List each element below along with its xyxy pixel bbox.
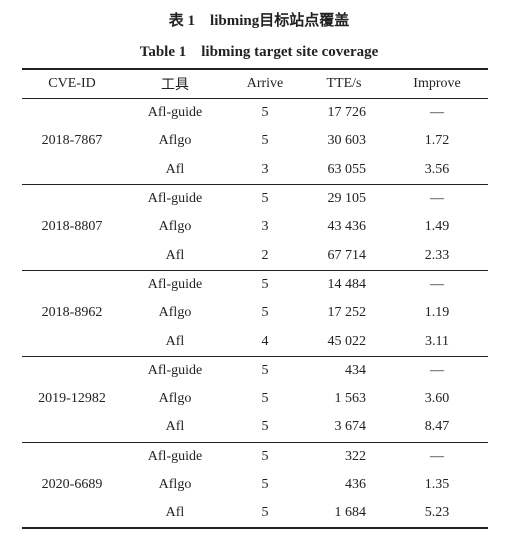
cell: 63 055 <box>327 161 367 177</box>
cve-cell: 2019-12982 <box>22 355 122 443</box>
cell: — <box>430 105 444 121</box>
cell: Aflgo <box>158 133 192 149</box>
cell: 17 726 <box>327 105 367 121</box>
cell: 17 252 <box>327 305 367 321</box>
row-group: 2018-8962 Afl-guide 5 14 484— Aflgo 5 17 252 1.… <box>22 269 488 357</box>
table: CVE-ID 工具 Arrive TTE/s Improve 2018-7867 Afl-… <box>22 68 488 530</box>
row: Afl 5 3 674 8.47 <box>22 413 488 442</box>
cell: Afl-guide <box>122 355 228 385</box>
header-cell: CVE-ID <box>22 68 122 99</box>
cell: 29 105 <box>302 183 386 214</box>
row: Aflgo 5 1 563 3.60 <box>22 385 488 413</box>
header-cell: Improve <box>386 68 488 99</box>
cell: 30 603 <box>327 133 367 149</box>
cell: 3 <box>261 161 269 177</box>
cell: 14 484 <box>302 269 386 300</box>
cell: 5 <box>261 477 269 492</box>
header-cell: Arrive <box>228 68 302 99</box>
cell: 1.35 <box>424 477 450 492</box>
cve-cell: 2018-8807 <box>22 183 122 271</box>
cell: — <box>386 269 488 300</box>
cell: 436 <box>345 477 366 492</box>
cell: 5 <box>228 441 302 471</box>
cell: 1.49 <box>424 219 450 235</box>
cell: 1 563 <box>334 391 367 407</box>
header-cell: TTE/s <box>302 68 386 99</box>
cell: 4 <box>261 333 269 349</box>
cve-cell: 2020-6689 <box>22 441 122 530</box>
row: Aflgo 3 43 436 1.49 <box>22 213 488 241</box>
title-en: Table 1 libming target site coverage <box>139 44 379 60</box>
row-group: 2019-12982 Afl-guide 5 434— Aflgo 5 1 563 3.60 A… <box>22 355 488 443</box>
row-group: 2018-7867 Afl-guide 5 17 726 — Aflgo 5 30 603 1.… <box>22 99 488 185</box>
cell: Afl <box>165 333 185 349</box>
cell: 5 <box>261 305 269 321</box>
cell: 2.33 <box>424 247 450 263</box>
cell: 5 <box>228 269 302 300</box>
cell: Afl <box>165 161 185 177</box>
cell: 434 <box>302 355 386 385</box>
row: 2018-7867 Afl-guide 5 17 726 — <box>22 99 488 148</box>
cell: Aflgo <box>158 219 192 235</box>
cell: Afl-guide <box>122 269 228 300</box>
row: Aflgo 5 30 603 1.72 <box>22 127 488 155</box>
cell: 1.72 <box>424 133 450 149</box>
cell: Afl <box>165 419 185 435</box>
cell: — <box>386 183 488 214</box>
cell: Afl-guide <box>122 183 228 214</box>
title-cn: 表 1 libming目标站点覆盖 <box>168 13 350 29</box>
row: Afl 4 45 022 3.11 <box>22 327 488 356</box>
cell: 1.19 <box>424 305 450 321</box>
cell: 3 674 <box>334 419 367 435</box>
cell: 8.47 <box>424 419 450 435</box>
cell: 5 <box>261 391 269 407</box>
cell: 5 <box>261 105 269 121</box>
row: Afl 3 63 055 3.56 <box>22 156 488 185</box>
cell: — <box>386 441 488 471</box>
cell: 5 <box>228 499 302 530</box>
row: 2018-8962 Afl-guide 5 14 484— <box>22 269 488 357</box>
row: Aflgo 5 17 252 1.19 <box>22 299 488 327</box>
cell: 5 <box>228 183 302 214</box>
cell: 5 <box>261 419 269 435</box>
cell: 1 684 <box>302 499 386 530</box>
cve-cell: 2018-7867 <box>41 133 103 149</box>
cell: 322 <box>302 441 386 471</box>
cell: 3 <box>261 219 269 235</box>
cell: Aflgo <box>158 477 192 492</box>
cell: 5 <box>228 355 302 385</box>
cell: 5 <box>261 133 269 149</box>
cell: — <box>386 355 488 385</box>
cell: Afl <box>165 247 185 263</box>
cell: Afl-guide <box>147 105 203 121</box>
header-cell: 工具 <box>122 68 228 99</box>
row: 2018-8807 Afl-guide 5 29 105— <box>22 183 488 271</box>
cell: 3.60 <box>424 391 450 407</box>
cell: Aflgo <box>158 305 192 321</box>
cell: 67 714 <box>327 247 367 263</box>
header-row: CVE-ID 工具 Arrive TTE/s Improve <box>22 68 488 99</box>
cell: Aflgo <box>158 391 192 407</box>
cell: 43 436 <box>327 219 367 235</box>
row: Aflgo 5 436 1.35 <box>22 471 488 499</box>
cell: Afl-guide <box>122 441 228 471</box>
row: Afl 2 67 714 2.33 <box>22 241 488 270</box>
cell: 3.11 <box>425 333 449 349</box>
row-group: 2018-8807 Afl-guide 5 29 105— Aflgo 3 43 436 1.… <box>22 183 488 271</box>
cell: Afl <box>122 499 228 530</box>
cve-cell: 2018-8962 <box>22 269 122 357</box>
cell: 2 <box>261 247 269 263</box>
cell: 3.56 <box>424 161 450 177</box>
cell: 5.23 <box>386 499 488 530</box>
cell: 45 022 <box>327 333 367 349</box>
row: 2020-6689 Afl-guide 5 322— <box>22 441 488 530</box>
row: 2019-12982 Afl-guide 5 434— <box>22 355 488 443</box>
row-group: 2020-6689 Afl-guide 5 322— Aflgo 5 436 1.35 Afl 5… <box>22 441 488 530</box>
row: Afl 5 1 684 5.23 <box>22 499 488 530</box>
